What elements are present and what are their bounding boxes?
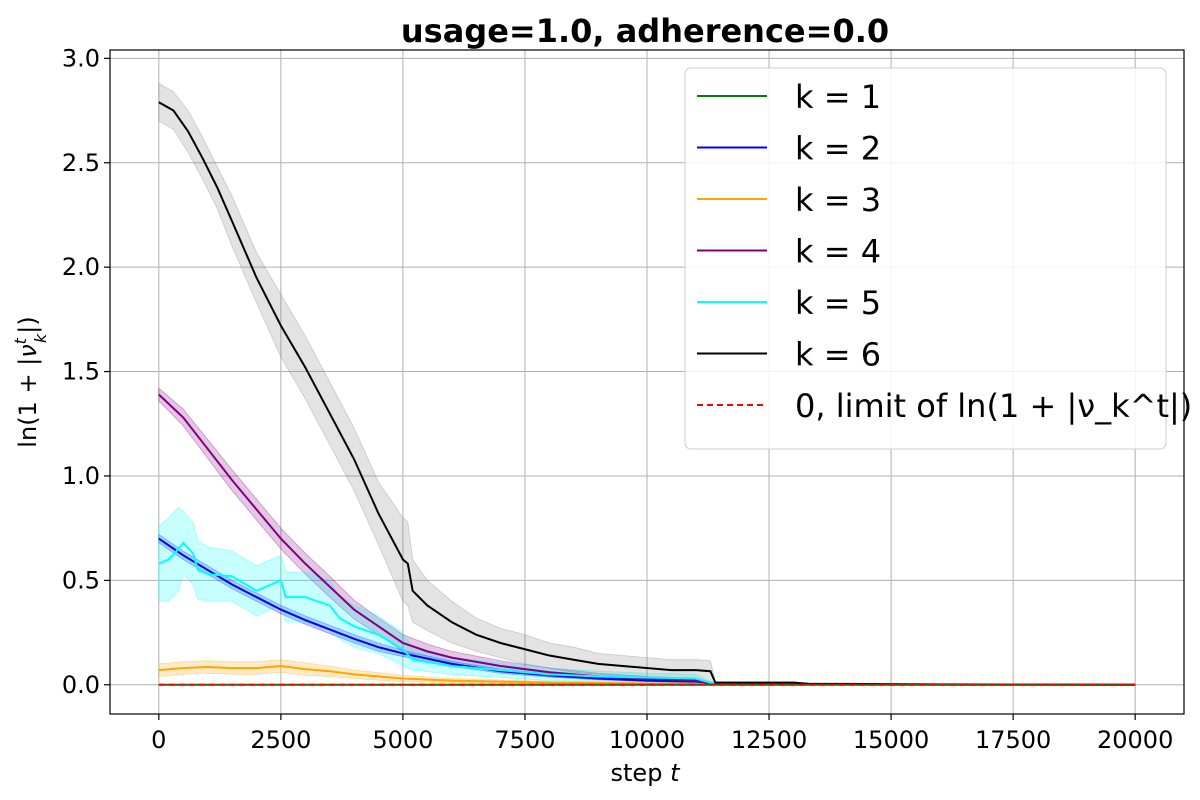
x-axis-label: step t [611, 759, 682, 787]
x-tick-label: 12500 [731, 726, 807, 754]
legend-label: k = 3 [795, 181, 881, 219]
x-tick-label: 17500 [975, 726, 1051, 754]
legend-box [684, 67, 1167, 450]
x-ticks: 0 2500 5000 7500 10000 12500 15000 17500 20000 [151, 714, 1173, 754]
legend-label: k = 5 [795, 284, 881, 322]
legend: k = 1 k = 2 k = 3 k = 4 k = 5 k = 6 0, limit o… [684, 67, 1192, 450]
y-axis-label: ln(1 + |νtk|) [11, 316, 50, 447]
x-tick-label: 10000 [609, 726, 685, 754]
legend-label: k = 4 [795, 233, 881, 271]
y-tick-label: 1.0 [62, 462, 100, 490]
y-tick-label: 0.0 [62, 671, 100, 699]
x-tick-label: 7500 [494, 726, 555, 754]
x-tick-label: 0 [151, 726, 166, 754]
x-tick-label: 5000 [372, 726, 433, 754]
series-lines [158, 101, 1136, 686]
legend-label: 0, limit of ln(1 + |ν_k^t|) [795, 387, 1192, 425]
y-ticks: 0.0 0.5 1.0 1.5 2.0 2.5 3.0 [62, 44, 110, 699]
x-tick-label: 2500 [250, 726, 311, 754]
chart-title: usage=1.0, adherence=0.0 [401, 12, 889, 50]
y-tick-label: 2.0 [62, 253, 100, 281]
legend-label: k = 1 [795, 78, 881, 116]
series-line-k6 [158, 101, 1136, 686]
y-tick-label: 2.5 [62, 149, 100, 177]
x-tick-label: 20000 [1097, 726, 1173, 754]
y-tick-label: 0.5 [62, 566, 100, 594]
y-tick-label: 1.5 [62, 358, 100, 386]
legend-label: k = 6 [795, 336, 881, 374]
x-tick-label: 15000 [853, 726, 929, 754]
legend-label: k = 2 [795, 130, 881, 168]
y-tick-label: 3.0 [62, 44, 100, 72]
